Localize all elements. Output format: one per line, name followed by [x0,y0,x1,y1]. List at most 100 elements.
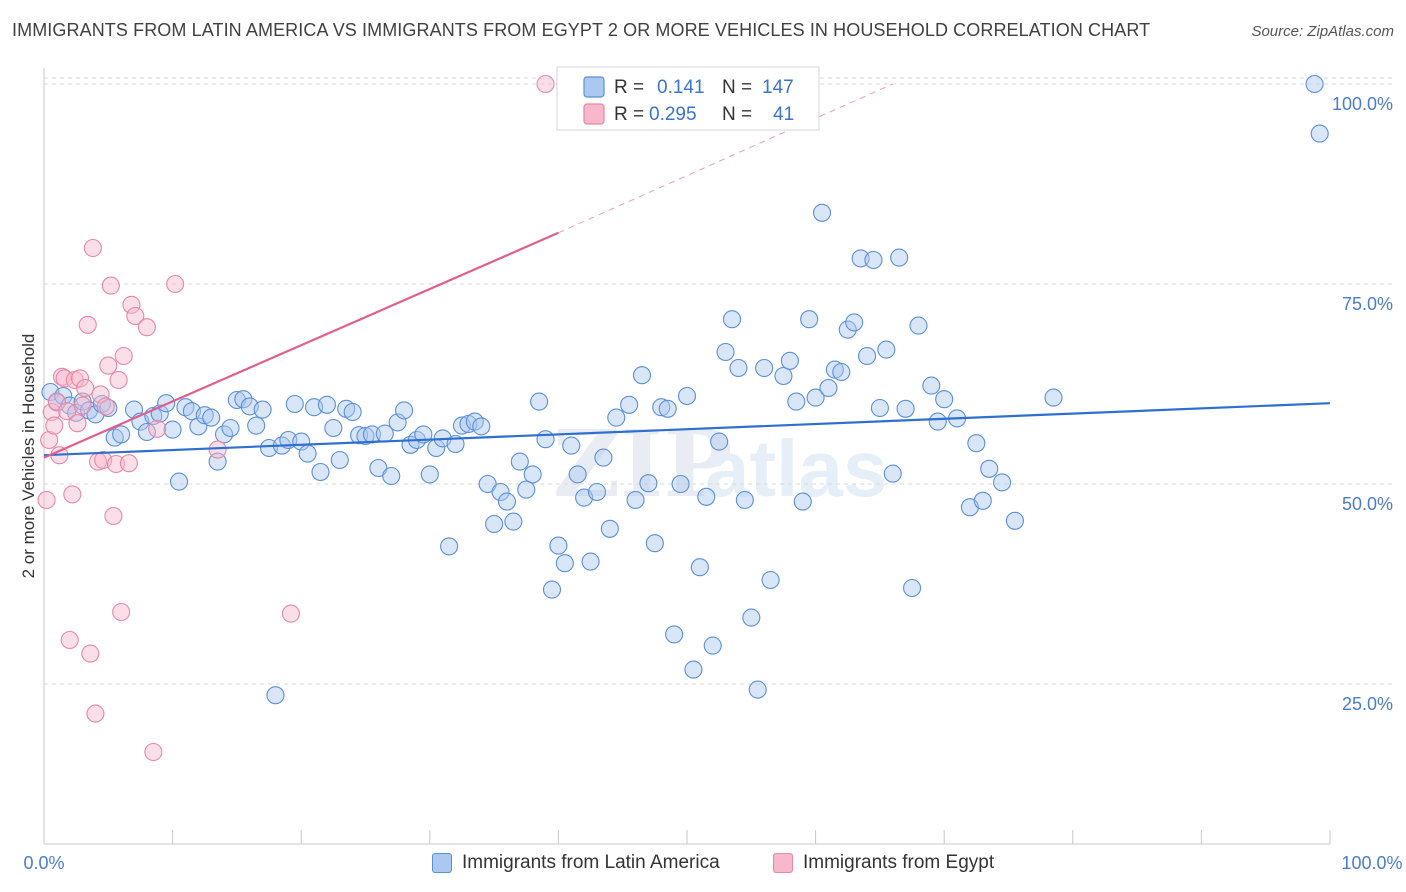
bottom-legend-item-latin-america: Immigrants from Latin America [432,852,720,874]
point-latin-america [607,408,626,427]
point-egypt [83,238,102,258]
point-latin-america [729,358,748,378]
bottom-legend-swatch-latin-america [432,853,452,873]
point-latin-america [838,320,857,339]
point-latin-america [478,474,497,494]
point-latin-america [877,340,896,359]
point-egypt [137,318,156,337]
point-egypt [208,440,227,459]
source-note: Source: ZipAtlas.com [1251,23,1394,40]
point-latin-america [517,480,536,499]
point-latin-america [169,472,189,491]
point-latin-america [787,392,806,411]
point-latin-america [684,660,703,679]
point-latin-america [883,464,902,483]
point-latin-america [324,418,343,438]
point-latin-america [298,444,317,463]
point-latin-america [247,416,266,435]
point-latin-america [497,492,517,511]
point-latin-america [485,514,504,534]
point-latin-america [542,580,562,599]
trend-line-egypt [43,231,559,459]
point-latin-america [806,388,825,407]
point-egypt [106,454,126,474]
chart-title: IMMIGRANTS FROM LATIN AMERICA VS IMMIGRA… [12,20,1151,40]
point-egypt [112,602,131,622]
point-latin-america [234,390,253,409]
point-latin-america [317,395,336,414]
point-latin-america [202,408,221,427]
series-egypt-points [37,74,555,762]
point-latin-america [973,491,992,510]
point-egypt [96,397,115,416]
point-latin-america [253,400,272,419]
point-latin-america [761,570,780,590]
point-latin-america [671,474,690,494]
point-egypt [78,315,97,334]
point-egypt [99,356,118,375]
point-latin-america [665,625,684,644]
point-latin-america [1310,124,1329,143]
bottom-legend-swatch-egypt [773,853,793,873]
point-latin-america [845,313,864,332]
point-latin-america [774,366,793,386]
point-latin-america [710,432,729,451]
point-egypt [45,416,64,435]
point-latin-america [993,473,1012,492]
point-egypt [104,506,123,526]
point-latin-america [639,474,658,493]
point-egypt [37,490,56,510]
y-axis-label: 2 or more Vehicles in Household [19,334,38,579]
point-latin-america [343,402,362,422]
bottom-legend-item-egypt: Immigrants from Egypt [773,852,994,874]
point-egypt [536,74,555,94]
point-egypt [148,419,167,438]
point-latin-america [395,401,414,420]
legend-swatch-egypt [583,103,605,125]
legend-r-value: 0.295 [649,104,697,125]
legend-n-value: 41 [773,104,794,125]
point-latin-america [864,250,883,270]
point-egypt [81,644,100,663]
legend-r-label: R = [614,77,644,98]
point-latin-america [935,390,954,409]
point-latin-america [716,342,735,362]
point-latin-america [266,686,285,705]
point-egypt [91,385,110,404]
point-latin-america [221,418,240,438]
point-latin-america [214,425,234,444]
point-latin-america [857,346,877,366]
legend-swatch-latin-america [583,76,605,98]
point-egypt [86,704,105,723]
point-latin-america [742,608,761,627]
point-latin-america [163,420,182,439]
point-latin-america [311,462,330,482]
point-latin-america [1305,74,1324,94]
legend-n-label: N = [722,104,752,125]
bottom-legend: Immigrants from Latin America Immigrants… [0,852,1406,880]
y-tick-label: 25.0% [1342,694,1393,714]
trend-lines [43,83,1331,459]
point-latin-america [620,395,639,414]
point-latin-america [812,203,832,222]
point-latin-america [369,458,388,478]
point-latin-america [440,537,459,556]
grid-lines [44,77,1394,685]
point-latin-america [703,636,722,655]
point-latin-america [755,358,774,378]
point-latin-america [819,378,838,398]
legend-r-value: 0.141 [657,77,705,98]
point-latin-america [350,426,369,445]
point-latin-america [677,386,697,406]
point-latin-america [748,680,767,699]
point-latin-america [594,448,613,467]
point-egypt [68,414,87,433]
trend-line-egypt-extension [558,83,893,234]
series-latin-america-points [41,74,1329,705]
point-latin-america [330,450,349,470]
point-egypt [109,370,128,390]
point-latin-america [523,465,542,484]
point-latin-america [690,558,709,577]
point-latin-america [555,554,574,573]
